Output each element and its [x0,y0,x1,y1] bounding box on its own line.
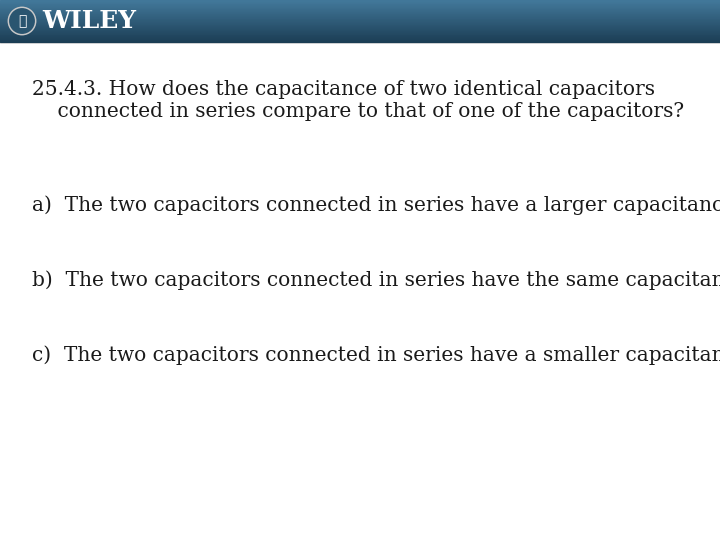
Bar [0,28,720,29]
Bar [0,20,720,21]
Bar [0,33,720,35]
Bar [0,18,720,19]
Bar [0,5,720,6]
Bar [0,36,720,37]
Bar [0,8,720,9]
Bar [0,21,720,22]
Circle shape [9,8,35,34]
Bar [0,19,720,20]
Bar [0,1,720,2]
Text: WILEY: WILEY [42,9,136,33]
Bar [0,32,720,33]
Bar [0,24,720,25]
Bar [0,4,720,5]
Bar [0,3,720,4]
Text: Ⓦ: Ⓦ [18,14,26,28]
Bar [0,26,720,27]
Bar [0,17,720,18]
Bar [0,31,720,32]
Bar [0,16,720,17]
Bar [0,35,720,36]
Text: a)  The two capacitors connected in series have a larger capacitance.: a) The two capacitors connected in serie… [32,195,720,215]
Bar [0,41,720,42]
Bar [0,40,720,41]
Bar [0,14,720,15]
Bar [0,0,720,1]
Text: connected in series compare to that of one of the capacitors?: connected in series compare to that of o… [32,102,684,121]
Bar [0,10,720,11]
Bar [0,39,720,40]
Circle shape [7,6,37,36]
Bar [0,22,720,23]
Bar [0,6,720,8]
Bar [0,37,720,38]
Bar [0,30,720,31]
Bar [0,23,720,24]
Bar [0,9,720,10]
Text: b)  The two capacitors connected in series have the same capacitance.: b) The two capacitors connected in serie… [32,270,720,289]
Bar [0,12,720,14]
Text: c)  The two capacitors connected in series have a smaller capacitance.: c) The two capacitors connected in serie… [32,345,720,364]
Bar [0,15,720,16]
Bar [0,29,720,30]
Bar [0,38,720,39]
Bar [0,11,720,12]
Text: 25.4.3. How does the capacitance of two identical capacitors: 25.4.3. How does the capacitance of two … [32,80,654,99]
Bar [0,2,720,3]
Bar [0,25,720,26]
Bar [0,27,720,28]
